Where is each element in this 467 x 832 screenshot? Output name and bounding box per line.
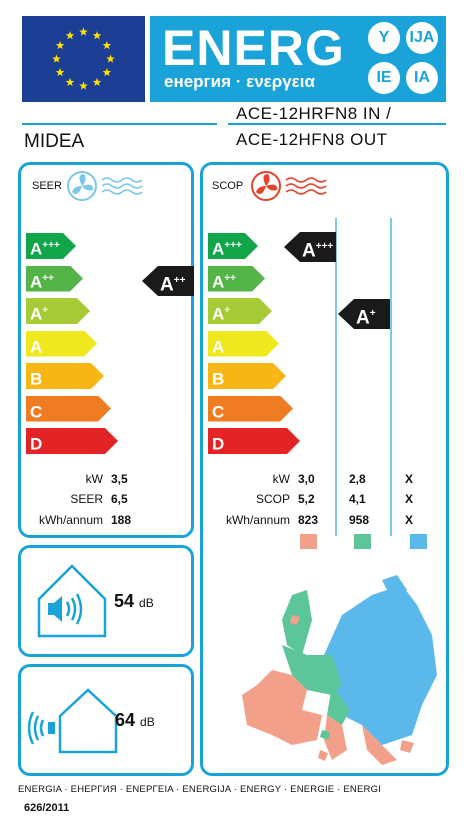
- eu-star-icon: [65, 31, 75, 40]
- eu-star-icon: [52, 54, 61, 63]
- cooling-row-label: kWh/annum: [38, 513, 103, 527]
- eu-star-icon: [79, 81, 88, 90]
- zone-swatch-warmer: [300, 534, 317, 549]
- indoor-noise-value: 54 dB: [114, 591, 154, 612]
- zone-swatch-colder: [410, 534, 427, 549]
- heating-value-warmer: 5,2: [298, 492, 315, 506]
- indoor-noise-panel: [18, 545, 194, 657]
- cooling-row-value: 188: [111, 513, 132, 527]
- heating-value-average: 958: [349, 513, 370, 527]
- indoor-noise-unit: dB: [139, 596, 154, 610]
- footer-energy-languages: ENERGIA · ЕНЕРГИЯ · ΕΝΕΡΓΕΙΑ · ENERGIJA …: [18, 784, 381, 795]
- cooling-scale-arrow: A: [26, 331, 97, 357]
- cooling-row-value: 3,5: [111, 472, 128, 486]
- heating-value-average: 2,8: [349, 472, 366, 486]
- zone-swatch-average: [354, 534, 371, 549]
- heating-scale-arrow: A+: [208, 298, 272, 324]
- energy-title: ENERG: [162, 20, 345, 76]
- cooling-panel: [18, 162, 194, 538]
- heating-scale-arrow: A: [208, 331, 279, 357]
- heating-fan-icon: [250, 170, 330, 207]
- energy-banner: ENERG енергия · ενεργεια Y IJA IE IA: [150, 16, 446, 102]
- eu-flag: [22, 16, 145, 102]
- brand-name: MIDEA: [24, 131, 85, 152]
- outdoor-noise-number: 64: [115, 710, 136, 730]
- heating-row-label: kWh/annum: [225, 513, 290, 527]
- heating-scale-arrow: B: [208, 363, 286, 389]
- lang-circle-y: Y: [368, 22, 400, 54]
- eu-star-icon: [92, 77, 102, 87]
- lang-circle-ija: IJA: [406, 22, 438, 54]
- eu-star-icon: [92, 31, 102, 40]
- eu-star-icon: [102, 41, 112, 50]
- cooling-scale-arrow: B: [26, 363, 104, 389]
- heating-value-average: 4,1: [349, 492, 366, 506]
- eu-star-icon: [65, 77, 75, 87]
- cooling-scale-arrow: A++: [26, 266, 83, 292]
- heating-row-label: kW: [272, 472, 290, 486]
- eu-star-icon: [106, 54, 115, 63]
- europe-climate-map: [232, 575, 442, 775]
- outdoor-noise-value: 64 dB: [115, 710, 155, 731]
- eu-stars-icon: [52, 27, 115, 90]
- outdoor-noise-panel: [18, 664, 194, 776]
- cooling-row-label: SEER: [70, 492, 103, 506]
- eu-star-icon: [102, 68, 112, 77]
- cooling-scale-arrow: D: [26, 428, 118, 454]
- regulation-number: 626/2011: [24, 802, 70, 814]
- heating-value-warmer: 823: [298, 513, 319, 527]
- outdoor-unit-icon: [27, 680, 118, 761]
- cooling-scale-arrow: A+: [26, 298, 90, 324]
- lang-circle-ie: IE: [368, 62, 400, 94]
- eu-star-icon: [55, 68, 65, 77]
- heating-scale-arrow: A++: [208, 266, 265, 292]
- divider-right: [228, 123, 446, 125]
- heating-label: SCOP: [212, 180, 244, 192]
- indoor-unit-icon: [36, 563, 108, 644]
- indoor-noise-number: 54: [114, 591, 135, 611]
- cooling-fan-icon: [66, 170, 146, 207]
- heating-row-label: SCOP: [255, 492, 290, 506]
- energy-subtitle: енергия · ενεργεια: [164, 72, 315, 91]
- outdoor-noise-unit: dB: [140, 715, 155, 729]
- model-line-1: ACE-12HRFN8 IN /: [236, 104, 392, 123]
- cooling-label: SEER: [32, 180, 62, 192]
- cooling-row-value: 6,5: [111, 492, 128, 506]
- zone-divider: [390, 218, 392, 536]
- eu-star-icon: [79, 27, 88, 36]
- cooling-scale-arrow: C: [26, 396, 111, 422]
- cooling-row-label: kW: [85, 472, 103, 486]
- heating-value-colder: X: [405, 513, 414, 527]
- heating-scale-arrow: D: [208, 428, 300, 454]
- divider-left: [22, 123, 217, 125]
- heating-value-colder: X: [405, 472, 414, 486]
- heating-value-warmer: 3,0: [298, 472, 315, 486]
- heating-value-colder: X: [405, 492, 414, 506]
- heating-panel: [200, 162, 449, 776]
- eu-star-icon: [55, 41, 65, 50]
- zone-divider: [335, 218, 337, 536]
- lang-circle-ia: IA: [406, 62, 438, 94]
- model-line-2: ACE-12HFN8 OUT: [236, 130, 388, 149]
- heating-scale-arrow: C: [208, 396, 293, 422]
